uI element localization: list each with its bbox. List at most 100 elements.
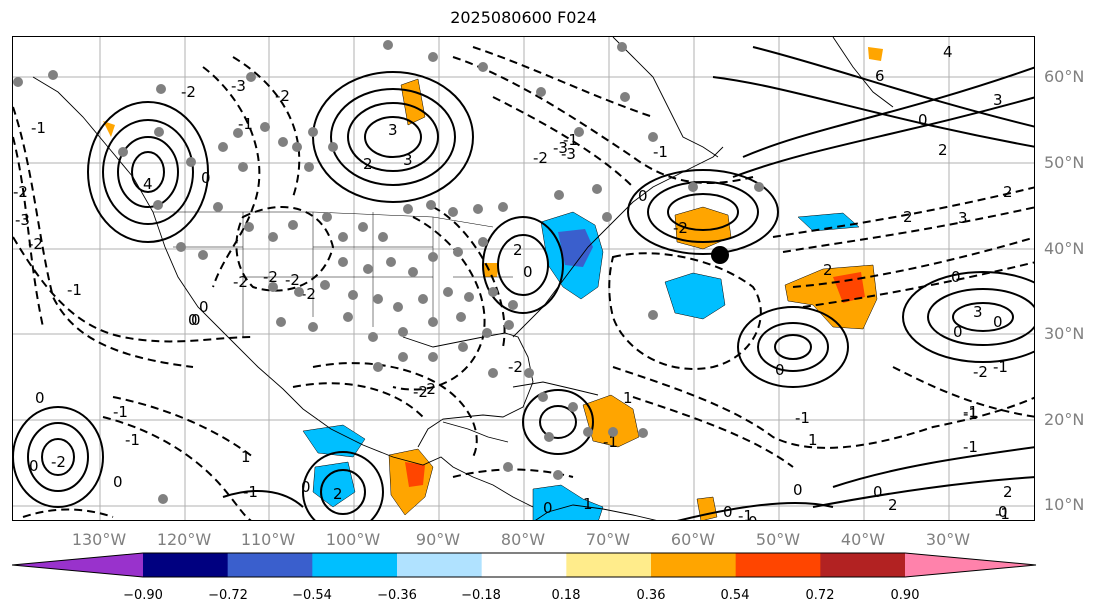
- contour-label: 0: [993, 313, 1003, 331]
- contour-label: -2: [285, 271, 300, 289]
- colorbar-tick: −0.72: [208, 588, 248, 603]
- colorbar-bin: [820, 553, 906, 577]
- lon-label: 80°W: [500, 530, 546, 549]
- contour-label: -1: [113, 403, 128, 421]
- contour-label: -2: [13, 183, 28, 201]
- blue-shade-atlantic: [664, 272, 726, 320]
- colorbar-tick: 0.90: [890, 588, 920, 603]
- contour-label: 0: [638, 187, 648, 205]
- coastlines: [32, 37, 894, 520]
- contour-label: 0: [113, 473, 123, 491]
- colorbar-tick: −0.18: [461, 588, 501, 603]
- contour-label: 0: [199, 298, 209, 316]
- contour-label: -1: [603, 433, 618, 451]
- contour-label: -1: [963, 438, 978, 456]
- contour-label: -1: [125, 431, 140, 449]
- contour-label: 4: [143, 175, 153, 193]
- lon-label: 50°W: [755, 530, 801, 549]
- contour-label: -3: [15, 211, 30, 229]
- contour-label: 0: [748, 513, 758, 521]
- contour-label: 0: [191, 311, 201, 329]
- colorbar-bin: [651, 553, 737, 577]
- contour-label: 0: [35, 389, 45, 407]
- colorbar-bin: [227, 553, 313, 577]
- lat-label: 10°N: [1044, 495, 1085, 514]
- colorbar-bin: [481, 553, 567, 577]
- contour-label: 0: [723, 503, 733, 521]
- contour-label: 0: [523, 263, 533, 281]
- contour-label: -2: [973, 363, 988, 381]
- contour-label: -1: [995, 505, 1010, 521]
- lat-label: 40°N: [1044, 239, 1085, 258]
- lat-label: 30°N: [1044, 324, 1085, 343]
- lon-label: 70°W: [585, 530, 631, 549]
- blue-shade-pacific-south: [312, 461, 356, 508]
- contour-label: -2: [413, 383, 428, 401]
- contour-label: -2: [233, 273, 248, 291]
- lat-label: 50°N: [1044, 153, 1085, 172]
- contour-label: -3: [553, 139, 568, 157]
- solid-contours: [13, 46, 1034, 520]
- colorbar-tick: 0.36: [636, 588, 666, 603]
- contour-label: -1: [738, 507, 753, 521]
- lon-label: 130°W: [71, 530, 127, 549]
- contour-label: 2: [363, 155, 373, 173]
- lon-label: 120°W: [156, 530, 212, 549]
- contour-label: 0: [201, 169, 211, 187]
- contour-label: 3: [958, 209, 968, 227]
- colorbar-bin: [312, 553, 398, 577]
- contour-label: -1: [963, 403, 978, 421]
- contour-label: 2: [333, 485, 343, 503]
- orange-shade-caribbean: [582, 394, 640, 448]
- contour-label: 0: [951, 268, 961, 286]
- contour-label: 2: [513, 241, 523, 259]
- contour-label: 0: [793, 481, 803, 499]
- colorbar-under-extension: [12, 553, 143, 577]
- contour-label: -2: [301, 285, 316, 303]
- contour-label: 2: [903, 208, 913, 226]
- colorbar-tick: 0.72: [805, 588, 835, 603]
- contour-label: 2: [823, 261, 833, 279]
- colorbar-tick: 0.18: [551, 588, 581, 603]
- contour-label: 0: [918, 111, 928, 129]
- contour-label: 0: [543, 499, 553, 517]
- contour-label: 2: [888, 496, 898, 514]
- lon-label: 100°W: [325, 530, 381, 549]
- colorbar-bin: [397, 553, 483, 577]
- contour-label: -2: [421, 380, 436, 398]
- contour-label: 1: [583, 495, 593, 513]
- darkblue-shade-northeast: [558, 229, 593, 267]
- map-canvas: -2 -3 -1 -1 -2 -3 -2 4 3 3 2 -2 -2 -1 0 …: [13, 37, 1034, 521]
- red-shade-midatlantic: [833, 272, 865, 303]
- contour-label: -1: [563, 131, 578, 149]
- colorbar: [12, 552, 1037, 578]
- contour-label: 3: [993, 91, 1003, 109]
- contour-label: -3: [231, 77, 246, 95]
- contour-label: -2: [263, 268, 278, 286]
- colorbar-over-extension: [905, 553, 1036, 577]
- contour-label: 1: [623, 389, 633, 407]
- contour-label: -2: [181, 83, 196, 101]
- contour-label: 0: [29, 457, 39, 475]
- contour-label: -2: [533, 149, 548, 167]
- contour-label: 0: [188, 311, 198, 329]
- contour-labels: -2 -3 -1 -1 -2 -3 -2 4 3 3 2 -2 -2 -1 0 …: [13, 43, 1013, 521]
- colorbar-bin: [566, 553, 652, 577]
- contour-label: -1: [653, 143, 668, 161]
- contour-label: -2: [275, 87, 290, 105]
- shaded-anomalies: [103, 47, 883, 520]
- contour-label: 3: [403, 151, 413, 169]
- lon-label: 110°W: [240, 530, 296, 549]
- contour-label: 2: [1003, 183, 1013, 201]
- contour-label: 4: [943, 43, 953, 61]
- contour-label: 0: [775, 361, 785, 379]
- colorbar-tick: −0.36: [377, 588, 417, 603]
- contour-label: 1: [808, 431, 818, 449]
- contour-label: 1: [888, 519, 898, 521]
- contour-label: -3: [561, 145, 576, 163]
- contour-label: -1: [795, 409, 810, 427]
- contour-label: -1: [243, 483, 258, 501]
- colorbar-tick: −0.54: [292, 588, 332, 603]
- contour-label: -2: [508, 358, 523, 376]
- map-title: 2025080600 F024: [450, 8, 597, 27]
